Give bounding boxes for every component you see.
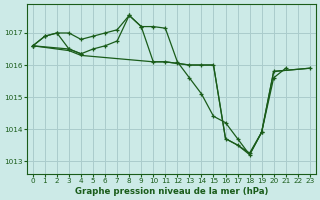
X-axis label: Graphe pression niveau de la mer (hPa): Graphe pression niveau de la mer (hPa) xyxy=(75,187,268,196)
